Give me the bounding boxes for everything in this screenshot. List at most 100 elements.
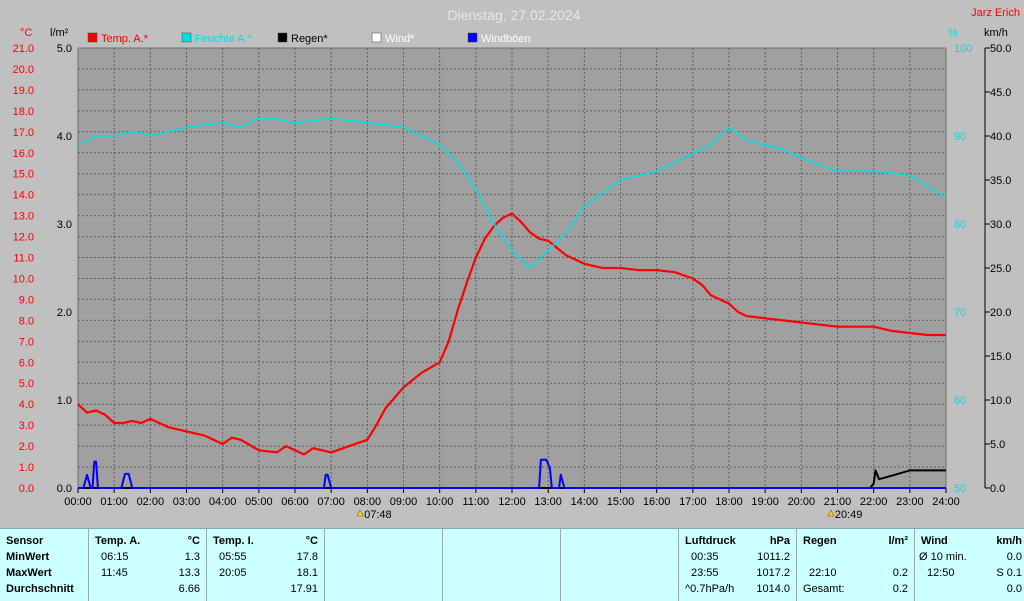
temp-tick-label: 20.0 <box>13 64 34 76</box>
pressure-trend: ^0.7hPa/h <box>685 583 735 595</box>
temp-indoor-min-time: 05:55 <box>219 551 247 563</box>
legend-label: Wind* <box>385 33 415 45</box>
x-tick-label: 14:00 <box>571 496 599 508</box>
rain-total-label: Gesamt: <box>803 583 845 595</box>
station-name: Jarz Erich <box>971 7 1020 19</box>
x-tick-label: 20:00 <box>788 496 816 508</box>
wind-axis-unit: km/h <box>984 27 1008 39</box>
pressure-header: Luftdruck <box>685 535 736 547</box>
legend-label: Feuchte A.* <box>195 33 253 45</box>
legend-label: Windböen <box>481 33 531 45</box>
temp-tick-label: 10.0 <box>13 273 34 285</box>
humidity-axis-unit: % <box>948 27 958 39</box>
wind-column: Wind km/h Ø 10 min. 0.0 12:50 S 0.1 0.0 <box>914 529 1024 601</box>
temp-tick-label: 17.0 <box>13 127 34 139</box>
sensor-column: Sensor MinWert MaxWert Durchschnitt <box>0 529 88 601</box>
series-line <box>77 212 946 456</box>
wind-max-time: 12:50 <box>927 567 955 579</box>
temp-tick-label: 18.0 <box>13 106 34 118</box>
series-line <box>78 458 946 489</box>
wind-tick-label: 20.0 <box>990 307 1011 319</box>
weather-chart: 00:00 01:00 02:00 03:00 04:00 05:00 06:00 07:00… <box>13 7 1020 521</box>
temp-tick-label: 14.0 <box>13 190 34 202</box>
rain-unit: l/m² <box>888 535 908 547</box>
rain-total-value: 0.2 <box>892 583 908 595</box>
wind-tick-label: 40.0 <box>990 131 1011 143</box>
temp-indoor-column: Temp. I. °C 05:55 17.8 20:05 18.1 17.91 <box>206 529 324 601</box>
rain-max-value: 0.2 <box>892 567 908 579</box>
pressure-avg-value: 1014.0 <box>756 583 790 595</box>
empty-column-3 <box>560 529 678 601</box>
legend-swatch <box>277 32 288 43</box>
temp-outdoor-column: Temp. A. °C 06:15 1.3 11:45 13.3 6.66 <box>88 529 206 601</box>
rain-tick-label: 1.0 <box>57 395 72 407</box>
wind-avg-value: 0.0 <box>1006 551 1022 563</box>
temp-indoor-unit: °C <box>305 535 318 547</box>
x-tick-label: 16:00 <box>643 496 671 508</box>
temp-outdoor-avg-value: 6.66 <box>178 583 200 595</box>
wind-tick-label: 30.0 <box>990 219 1011 231</box>
sunrise-icon <box>356 509 364 517</box>
x-tick-label: 04:00 <box>209 496 237 508</box>
temp-tick-label: 19.0 <box>13 85 34 97</box>
x-tick-label: 17:00 <box>679 496 707 508</box>
temp-tick-label: 13.0 <box>13 211 34 223</box>
temp-outdoor-max-time: 11:45 <box>101 567 128 579</box>
x-tick-label: 05:00 <box>245 496 273 508</box>
temp-tick-label: 21.0 <box>13 43 34 55</box>
series-line <box>78 469 946 489</box>
temp-tick-label: 11.0 <box>13 253 34 265</box>
rain-tick-label: 2.0 <box>57 307 72 319</box>
temp-outdoor-max-value: 13.3 <box>178 567 200 579</box>
pressure-max-value: 1017.2 <box>756 567 790 579</box>
humidity-tick-label: 70 <box>954 307 966 319</box>
legend-label: Temp. A.* <box>101 33 149 45</box>
temp-tick-label: 1.0 <box>19 462 34 474</box>
temp-tick-label: 16.0 <box>13 148 34 160</box>
sunset-label: 20:49 <box>835 509 863 521</box>
temp-outdoor-min-value: 1.3 <box>184 551 200 563</box>
x-tick-label: 01:00 <box>100 496 128 508</box>
empty-column-2 <box>442 529 560 601</box>
row-label-min: MinWert <box>6 551 50 563</box>
legend-swatch <box>181 32 192 43</box>
wind-tick-label: 35.0 <box>990 175 1011 187</box>
x-tick-label: 12:00 <box>498 496 526 508</box>
temp-tick-label: 15.0 <box>13 169 34 181</box>
x-tick-label: 13:00 <box>534 496 562 508</box>
x-tick-label: 07:00 <box>317 496 345 508</box>
temp-tick-label: 12.0 <box>13 232 34 244</box>
temp-indoor-avg-value: 17.91 <box>290 583 318 595</box>
statistics-table: Sensor MinWert MaxWert Durchschnitt Temp… <box>0 528 1024 601</box>
temp-outdoor-header: Temp. A. <box>95 535 141 547</box>
pressure-column: Luftdruck hPa 00:35 1011.2 23:55 1017.2 ^0.… <box>678 529 796 601</box>
temp-tick-label: 6.0 <box>19 357 34 369</box>
humidity-tick-label: 60 <box>954 395 966 407</box>
sensor-header: Sensor <box>6 535 44 547</box>
rain-tick-label: 3.0 <box>57 219 72 231</box>
sunset-icon <box>827 509 835 517</box>
legend-label: Regen* <box>291 33 328 45</box>
x-tick-label: 19:00 <box>751 496 779 508</box>
pressure-max-time: 23:55 <box>691 567 719 579</box>
temp-tick-label: 0.0 <box>19 483 34 495</box>
wind-tick-label: 0.0 <box>990 483 1005 495</box>
legend-swatch <box>87 32 98 43</box>
x-tick-label: 09:00 <box>390 496 418 508</box>
temp-tick-label: 3.0 <box>19 420 34 432</box>
humidity-tick-label: 90 <box>954 131 966 143</box>
temp-outdoor-unit: °C <box>187 535 200 547</box>
pressure-unit: hPa <box>769 535 790 547</box>
x-tick-label: 08:00 <box>354 496 382 508</box>
wind-tick-label: 50.0 <box>990 43 1011 55</box>
wind-tick-label: 5.0 <box>990 439 1005 451</box>
temp-tick-label: 2.0 <box>19 441 34 453</box>
wind-tick-label: 25.0 <box>990 263 1011 275</box>
temp-tick-label: 4.0 <box>19 399 34 411</box>
pressure-min-value: 1011.2 <box>757 551 790 563</box>
x-tick-label: 22:00 <box>860 496 888 508</box>
rain-tick-label: 4.0 <box>57 131 72 143</box>
temp-outdoor-min-time: 06:15 <box>101 551 129 563</box>
x-tick-label: 18:00 <box>715 496 743 508</box>
